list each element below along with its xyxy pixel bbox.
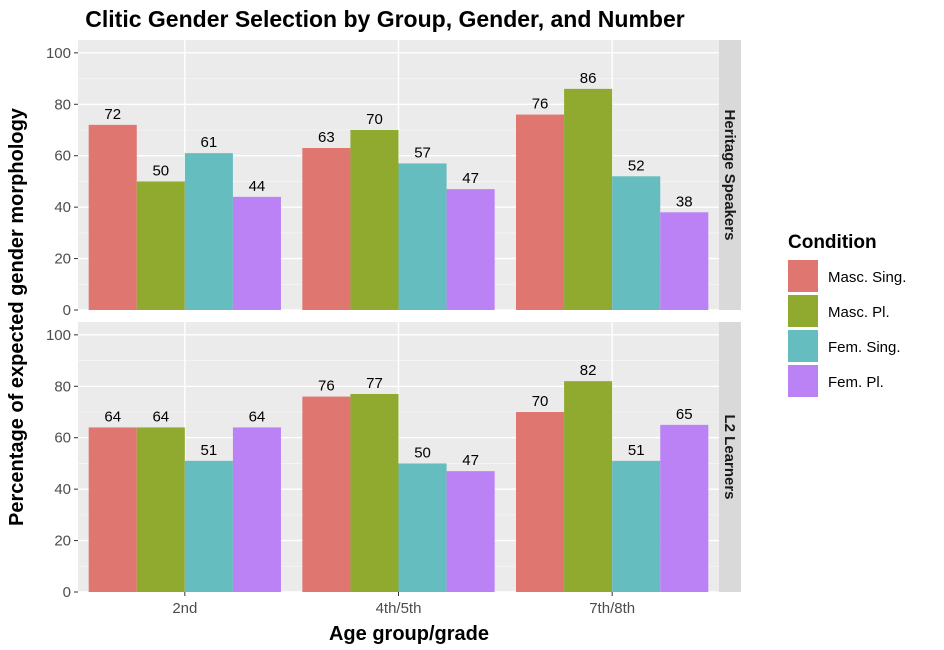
- bar-value-label: 72: [104, 106, 121, 123]
- y-tick-label: 20: [54, 251, 71, 268]
- bar-value-label: 61: [201, 134, 218, 151]
- y-tick-label: 60: [54, 148, 71, 165]
- bar: [446, 189, 495, 310]
- bar: [516, 114, 565, 310]
- bar: [350, 130, 399, 310]
- panel-0: 0 20 40 60 80 100 72 63 76 50 70 86 61 57 52 44 47 38 Heri…: [46, 40, 741, 319]
- bar-value-label: 50: [152, 162, 169, 179]
- x-tick-label: 4th/5th: [376, 600, 422, 617]
- legend-key: [788, 365, 818, 397]
- legend-entry-label: Fem. Pl.: [828, 374, 884, 391]
- legend-title: Condition: [788, 232, 877, 253]
- y-tick-label: 0: [63, 584, 71, 601]
- bar: [350, 394, 399, 592]
- x-axis-title: Age group/grade: [329, 623, 489, 645]
- bar-value-label: 64: [249, 408, 266, 425]
- legend-entry-label: Fem. Sing.: [828, 339, 901, 356]
- bar: [564, 88, 613, 310]
- bar: [398, 463, 447, 592]
- legend-key: [788, 295, 818, 327]
- facet-strip: [719, 40, 741, 310]
- facet-strip-label: Heritage Speakers: [721, 110, 738, 241]
- bar: [612, 176, 661, 310]
- y-tick-label: 100: [46, 327, 71, 344]
- y-tick-label: 40: [54, 481, 71, 498]
- bar: [232, 196, 281, 310]
- bar: [302, 148, 351, 310]
- bar: [516, 412, 565, 592]
- y-tick-label: 40: [54, 199, 71, 216]
- bar: [184, 153, 233, 310]
- bar-value-label: 51: [201, 442, 218, 459]
- bar-value-label: 63: [318, 129, 335, 146]
- facet-strip: [719, 322, 741, 592]
- bar-value-label: 38: [676, 193, 693, 210]
- bar-value-label: 64: [104, 408, 121, 425]
- y-tick-label: 20: [54, 533, 71, 550]
- y-tick-label: 80: [54, 96, 71, 113]
- bar: [184, 460, 233, 592]
- bar: [612, 460, 661, 592]
- bar-value-label: 44: [249, 178, 266, 195]
- y-tick-label: 60: [54, 430, 71, 447]
- facet-strip-label: L2 Learners: [721, 414, 738, 499]
- y-tick-label: 100: [46, 45, 71, 62]
- bar-value-label: 86: [580, 70, 597, 87]
- legend-entry-label: Masc. Pl.: [828, 304, 890, 321]
- bar: [302, 396, 351, 592]
- bar: [88, 427, 137, 592]
- bar-value-label: 47: [462, 170, 479, 187]
- legend-entry-label: Masc. Sing.: [828, 269, 906, 286]
- legend-key: [788, 330, 818, 362]
- bar-value-label: 70: [532, 393, 549, 410]
- bar-value-label: 50: [414, 444, 431, 461]
- chart-title: Clitic Gender Selection by Group, Gender…: [85, 6, 684, 32]
- bar: [136, 427, 185, 592]
- bar-value-label: 76: [318, 378, 335, 395]
- y-tick-label: 80: [54, 378, 71, 395]
- y-axis-title: Percentage of expected gender morphology: [6, 107, 28, 526]
- bar-value-label: 65: [676, 406, 693, 423]
- panel-1: 0 20 40 60 80 100 64 76 70 64 77 82 51 50 51 64 47 65 L2 L…: [46, 322, 741, 601]
- y-tick-label: 0: [63, 302, 71, 319]
- bar-value-label: 51: [628, 442, 645, 459]
- bar: [660, 424, 709, 592]
- bar: [564, 381, 613, 592]
- bar: [446, 471, 495, 592]
- legend-key: [788, 260, 818, 292]
- bar: [660, 212, 709, 310]
- bar-value-label: 57: [414, 144, 431, 161]
- bar-value-label: 64: [152, 408, 169, 425]
- bar-value-label: 82: [580, 362, 597, 379]
- bar: [232, 427, 281, 592]
- legend: Condition Masc. Sing. Masc. Pl. Fem. Sing.…: [788, 232, 906, 397]
- panels: 0 20 40 60 80 100 72 63 76 50 70 86 61 57 52 44 47 38 Heri…: [46, 40, 741, 617]
- bar-value-label: 77: [366, 375, 383, 392]
- x-tick-label: 7th/8th: [589, 600, 635, 617]
- bar-value-label: 76: [532, 96, 549, 113]
- bar: [136, 181, 185, 310]
- bar: [88, 124, 137, 310]
- bar: [398, 163, 447, 310]
- bar-value-label: 52: [628, 157, 645, 174]
- bar-value-label: 47: [462, 452, 479, 469]
- bar-value-label: 70: [366, 111, 383, 128]
- x-tick-label: 2nd: [172, 600, 197, 617]
